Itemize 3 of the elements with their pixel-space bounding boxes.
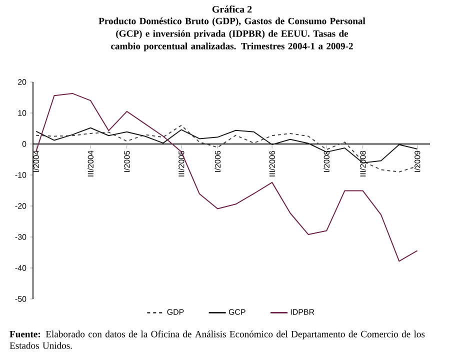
text: Fuente: Elaborado con datos de la Oficina de Análisis Económico del Departamento de Comercio de los Estados Unidos. bbox=[10, 330, 425, 349]
chart-title: Gráfica 2 bbox=[212, 6, 252, 13]
chart-subtitle: Producto Doméstico Bruto (GDP), Gastos de Consumo Personal (GCP) e inversión privada (IDPBR) de EEUU. Tasas de cambio porcentual analizadas. Trimestres 2004-1 a 2009-2 bbox=[98, 18, 366, 52]
